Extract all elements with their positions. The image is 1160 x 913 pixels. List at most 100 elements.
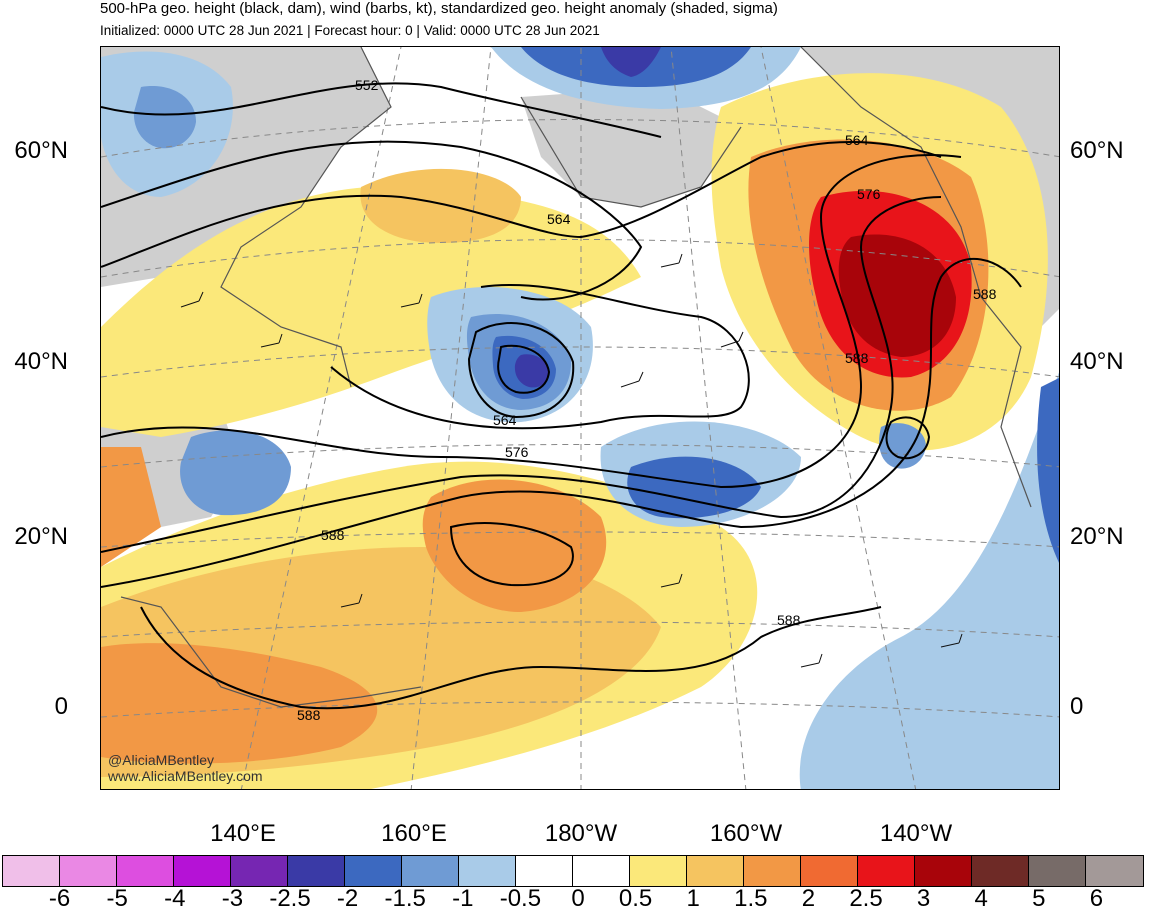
colorbar-swatch <box>288 856 345 886</box>
colorbar-tick-label: 0 <box>571 885 585 912</box>
anomaly-low-core <box>514 354 549 388</box>
contour-label: 588 <box>845 350 869 366</box>
contour-label: 576 <box>857 186 881 202</box>
lat-label-right: 0 <box>1070 693 1084 720</box>
colorbar-swatch <box>60 856 117 886</box>
contour-588-subtropical-high <box>449 522 574 587</box>
lon-label: 180°W <box>544 820 618 847</box>
colorbar-swatch <box>573 856 630 886</box>
contour-labels: 552 564 564 564 576 576 588 588 588 588 … <box>297 77 997 723</box>
colorbar-swatch <box>345 856 402 886</box>
colorbar-tick-label: -1.5 <box>384 885 426 912</box>
wind-barb <box>340 593 363 608</box>
contour-low-outer <box>467 322 575 419</box>
lat-label-left: 20°N <box>14 523 68 550</box>
lat-label-right: 60°N <box>1070 137 1124 164</box>
anomaly-negative-cp-core <box>627 456 761 519</box>
wind-barb <box>720 331 744 348</box>
contour-label: 564 <box>845 132 869 148</box>
credit-handle: @AliciaMBentley <box>108 752 215 768</box>
credit-website: www.AliciaMBentley.com <box>108 768 263 784</box>
map-title: 500-hPa geo. height (black, dam), wind (… <box>100 0 778 17</box>
colorbar-tick-label: -2 <box>336 885 359 912</box>
colorbar-swatch <box>231 856 288 886</box>
anomaly-west-pacific-tropics <box>101 643 378 764</box>
coastline-north-america <box>800 47 1032 508</box>
anomaly-positive-west-edge <box>101 447 161 567</box>
colorbar-tick-label: -0.5 <box>499 885 542 912</box>
wind-barb <box>400 293 423 308</box>
anomaly-negative-east-pacific <box>799 372 1059 789</box>
graticule-lon-160w <box>670 47 747 789</box>
contour-582 <box>101 196 942 553</box>
anomaly-negative-east-china-sea <box>180 430 291 516</box>
colorbar-swatch <box>516 856 573 886</box>
graticule-lat-60 <box>101 119 1059 158</box>
colorbar-tick-label: -6 <box>48 885 71 912</box>
colorbar-tick-label: 5 <box>1032 885 1046 912</box>
contour-cutoff-low <box>885 416 931 460</box>
wind-barb <box>660 253 683 268</box>
wind-barb <box>180 291 204 308</box>
contour-588-north <box>101 258 1022 588</box>
anomaly-negative-north-max <box>601 47 661 77</box>
colorbar-swatch <box>744 856 801 886</box>
anomaly-extreme-ridge <box>838 234 956 357</box>
colorbar-swatch <box>459 856 516 886</box>
contour-label: 564 <box>547 211 571 227</box>
lat-label-right: 40°N <box>1070 348 1124 375</box>
colorbar-tick-label: -5 <box>106 885 128 912</box>
wind-barb <box>620 371 644 388</box>
lat-label-left: 0 <box>54 693 68 720</box>
coastlines <box>120 47 1032 708</box>
anomaly-positive-kamchatka <box>360 168 521 243</box>
colorbar-tick-label: -3 <box>221 885 244 912</box>
colorbar-tick-label: 4 <box>974 885 988 912</box>
anomaly-negative-east-edge <box>1037 378 1059 563</box>
contour-label: 564 <box>493 412 517 428</box>
colorbar-swatch <box>630 856 687 886</box>
map-canvas: 552 564 564 564 576 576 588 588 588 588 … <box>101 47 1059 789</box>
contour-558 <box>101 140 643 301</box>
colorbar-tick-label: -4 <box>164 885 186 912</box>
contour-588-south <box>140 606 882 710</box>
colorbar-tick-label: 0.5 <box>618 885 653 912</box>
coastline-maritime <box>120 596 422 708</box>
contour-552 <box>101 82 662 138</box>
anomaly-positive-west <box>101 186 641 437</box>
wind-barb <box>940 633 963 648</box>
lat-label-left: 40°N <box>14 348 68 375</box>
map-subtitle: Initialized: 0000 UTC 28 Jun 2021 | Fore… <box>100 23 600 38</box>
graticule <box>101 47 1059 789</box>
colorbar-swatch <box>402 856 459 886</box>
contour-564-north <box>101 141 942 268</box>
wind-barb <box>260 333 283 348</box>
colorbar-tick-label: 1.5 <box>734 885 768 912</box>
colorbar-tick-label: 1 <box>686 885 700 912</box>
colorbar-swatch <box>3 856 60 886</box>
coastline-asia <box>220 47 392 388</box>
anomaly-negative-northwest-core <box>133 86 196 149</box>
coastline-aleutians <box>520 96 742 208</box>
lat-label-right: 20°N <box>1070 523 1124 550</box>
anomaly-colorbar <box>2 855 1144 887</box>
colorbar-tick-label: 6 <box>1089 885 1104 912</box>
colorbar-tick-label: 2.5 <box>849 885 883 912</box>
graticule-lat-40 <box>101 346 1059 378</box>
colorbar-swatch <box>1086 856 1143 886</box>
contour-label: 588 <box>321 527 345 543</box>
contour-label: 588 <box>973 286 997 302</box>
contour-564 <box>330 284 750 430</box>
height-contours <box>101 82 1022 710</box>
map-panel: 552 564 564 564 576 576 588 588 588 588 … <box>100 46 1060 790</box>
lat-label-left: 60°N <box>14 137 68 164</box>
colorbar-swatch <box>1029 856 1086 886</box>
colorbar-tick-label: -1 <box>452 885 474 912</box>
lon-label: 160°E <box>381 820 447 847</box>
graticule-lat-20 <box>101 531 1059 548</box>
lon-label: 140°W <box>879 820 953 847</box>
contour-label: 576 <box>505 444 529 460</box>
lon-label: 160°W <box>709 820 783 847</box>
colorbar-tick-label: 2 <box>801 885 816 912</box>
colorbar-swatch <box>801 856 858 886</box>
